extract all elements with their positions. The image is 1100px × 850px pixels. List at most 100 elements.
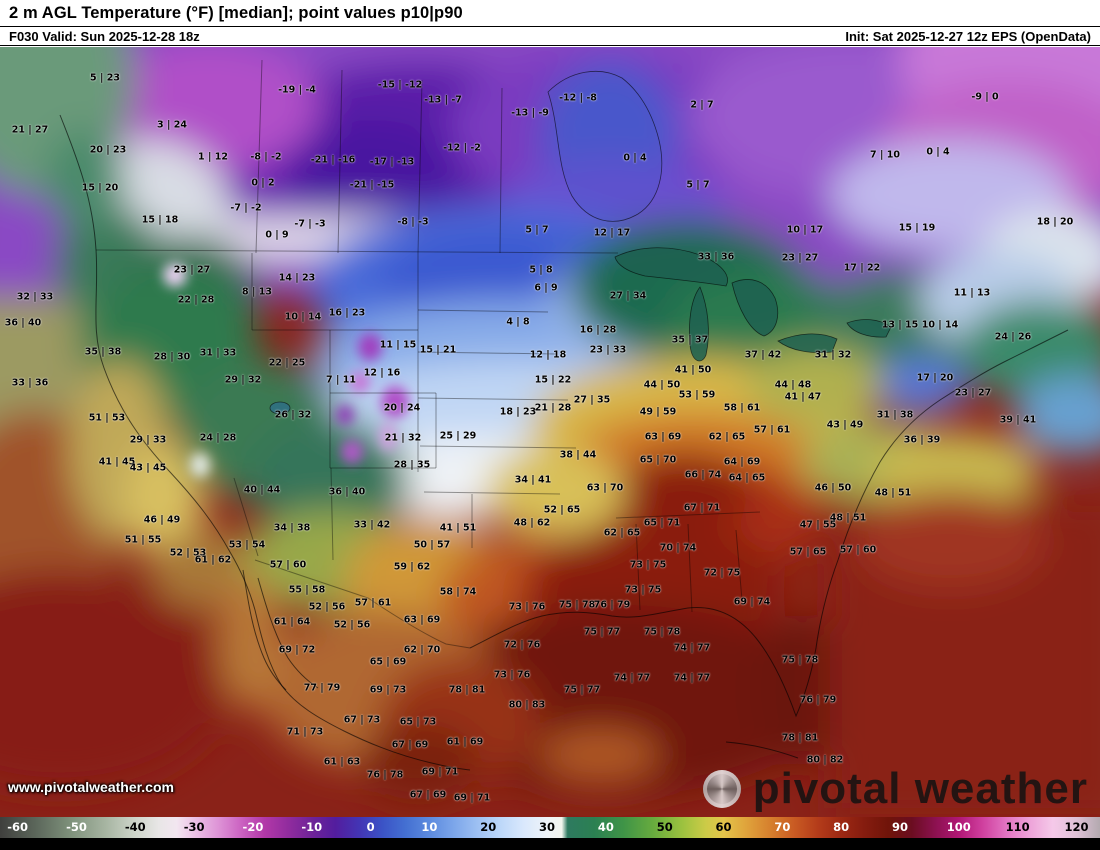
coastlines xyxy=(59,114,1069,771)
point-value: 21 | 32 xyxy=(384,432,422,444)
point-value: 15 | 18 xyxy=(141,214,179,226)
init-time-label: Init: Sat 2025-12-27 12z EPS (OpenData) xyxy=(845,28,1091,44)
point-value: 31 | 38 xyxy=(876,409,914,421)
point-value: 70 | 74 xyxy=(659,542,697,554)
header: 2 m AGL Temperature (°F) [median]; point… xyxy=(0,0,1100,47)
point-value: 63 | 69 xyxy=(644,431,682,443)
point-value: 53 | 54 xyxy=(228,539,266,551)
colorbar-tick: 110 xyxy=(1005,820,1030,834)
point-value: 35 | 38 xyxy=(84,346,122,358)
point-value: 72 | 75 xyxy=(703,567,741,579)
point-value: 65 | 69 xyxy=(369,656,407,668)
colorbar-tick: 120 xyxy=(1064,820,1089,834)
point-value: 6 | 9 xyxy=(534,282,558,294)
colorbar-ticks: -60 -50 -40 -30 -20 -10 0 10 20 30 40 50 60 70 80 90 100… xyxy=(0,817,1100,838)
colorbar-tick: 100 xyxy=(946,820,971,834)
point-value: 67 | 69 xyxy=(391,739,429,751)
point-value: 48 | 51 xyxy=(829,512,867,524)
point-value: -13 | -9 xyxy=(511,107,549,119)
point-value: 44 | 48 xyxy=(774,379,812,391)
point-value: 73 | 76 xyxy=(493,669,531,681)
point-value: 36 | 39 xyxy=(903,434,941,446)
point-value: -12 | -8 xyxy=(559,92,597,104)
point-value: 15 | 19 xyxy=(898,222,936,234)
point-value: 73 | 75 xyxy=(629,559,667,571)
point-value: 10 | 14 xyxy=(921,319,959,331)
point-value: 41 | 47 xyxy=(784,391,822,403)
point-value: 57 | 65 xyxy=(789,546,827,558)
point-value: 8 | 13 xyxy=(242,286,272,298)
point-value: 5 | 23 xyxy=(90,72,120,84)
point-value: 17 | 20 xyxy=(916,372,954,384)
point-value: 1 | 12 xyxy=(198,151,228,163)
point-value: 10 | 17 xyxy=(786,224,824,236)
point-value: 53 | 59 xyxy=(678,389,716,401)
point-value: 17 | 22 xyxy=(843,262,881,274)
point-value: 0 | 4 xyxy=(623,152,647,164)
point-value: -15 | -12 xyxy=(377,79,423,91)
point-value: 76 | 79 xyxy=(593,599,631,611)
point-value: 15 | 21 xyxy=(419,344,457,356)
point-value: 75 | 77 xyxy=(583,626,621,638)
point-value: 23 | 27 xyxy=(173,264,211,276)
map-canvas: 5 | 23 -19 | -4 -15 | -12 -13 | -7 -13 | -9-… xyxy=(0,47,1100,817)
point-value: 67 | 73 xyxy=(343,714,381,726)
point-value: 69 | 74 xyxy=(733,596,771,608)
point-value: 61 | 62 xyxy=(194,554,232,566)
colorbar-tick: 60 xyxy=(715,820,732,834)
point-value: 7 | 11 xyxy=(326,374,356,386)
point-value: 47 | 55 xyxy=(799,519,837,531)
point-value: 65 | 70 xyxy=(639,454,677,466)
subheader: F030 Valid: Sun 2025-12-28 18z Init: Sat… xyxy=(0,27,1100,46)
point-value: 23 | 33 xyxy=(589,344,627,356)
point-value: 50 | 57 xyxy=(413,539,451,551)
colorbar-tick: 80 xyxy=(833,820,850,834)
point-value: 73 | 76 xyxy=(508,601,546,613)
point-value: 41 | 45 xyxy=(98,456,136,468)
colorbar-gradient xyxy=(0,817,1100,838)
point-value: 69 | 73 xyxy=(369,684,407,696)
point-value: 52 | 56 xyxy=(333,619,371,631)
watermark-text: pivotal weather xyxy=(752,764,1088,813)
point-value: 29 | 33 xyxy=(129,434,167,446)
point-value: 77 | 79 xyxy=(303,682,341,694)
point-value: 5 | 8 xyxy=(529,264,553,276)
point-value: 48 | 51 xyxy=(874,487,912,499)
colorbar-tick: 90 xyxy=(891,820,909,834)
point-value: 65 | 71 xyxy=(643,517,681,529)
political-borders xyxy=(95,59,761,649)
point-value: 18 | 20 xyxy=(1036,216,1074,228)
point-value: 24 | 28 xyxy=(199,432,237,444)
point-value: 23 | 27 xyxy=(781,252,819,264)
point-value: 32 | 33 xyxy=(16,291,54,303)
point-value: 10 | 14 xyxy=(284,311,322,323)
point-values-layer: 5 | 23 -19 | -4 -15 | -12 -13 | -7 -13 | -9-… xyxy=(0,47,1100,817)
point-value: 62 | 65 xyxy=(708,431,746,443)
point-value: 29 | 32 xyxy=(224,374,262,386)
point-value: 58 | 61 xyxy=(723,402,761,414)
point-value: 57 | 61 xyxy=(354,597,392,609)
point-value: 0 | 9 xyxy=(265,229,289,241)
colorbar-tick: 40 xyxy=(597,820,614,834)
point-value: 36 | 40 xyxy=(4,317,42,329)
point-value: 46 | 49 xyxy=(143,514,181,526)
point-value: -21 | -15 xyxy=(349,179,395,191)
pivotal-logo-icon xyxy=(702,770,741,808)
point-value: 43 | 49 xyxy=(826,419,864,431)
valid-time-label: F030 Valid: Sun 2025-12-28 18z xyxy=(9,28,200,44)
point-value: -9 | 0 xyxy=(971,91,999,103)
point-value: 49 | 59 xyxy=(639,406,677,418)
point-value: 26 | 32 xyxy=(274,409,312,421)
point-value: 57 | 61 xyxy=(753,424,791,436)
point-value: 33 | 36 xyxy=(11,377,49,389)
point-value: 63 | 70 xyxy=(586,482,624,494)
point-value: 78 | 81 xyxy=(781,732,819,744)
point-value: 5 | 7 xyxy=(525,224,549,236)
point-value: 33 | 36 xyxy=(697,251,735,263)
point-value: -21 | -16 xyxy=(310,154,356,166)
point-value: -17 | -13 xyxy=(369,156,415,168)
point-value: 15 | 22 xyxy=(534,374,572,386)
point-value: 16 | 23 xyxy=(328,307,366,319)
point-value: 41 | 51 xyxy=(439,522,477,534)
